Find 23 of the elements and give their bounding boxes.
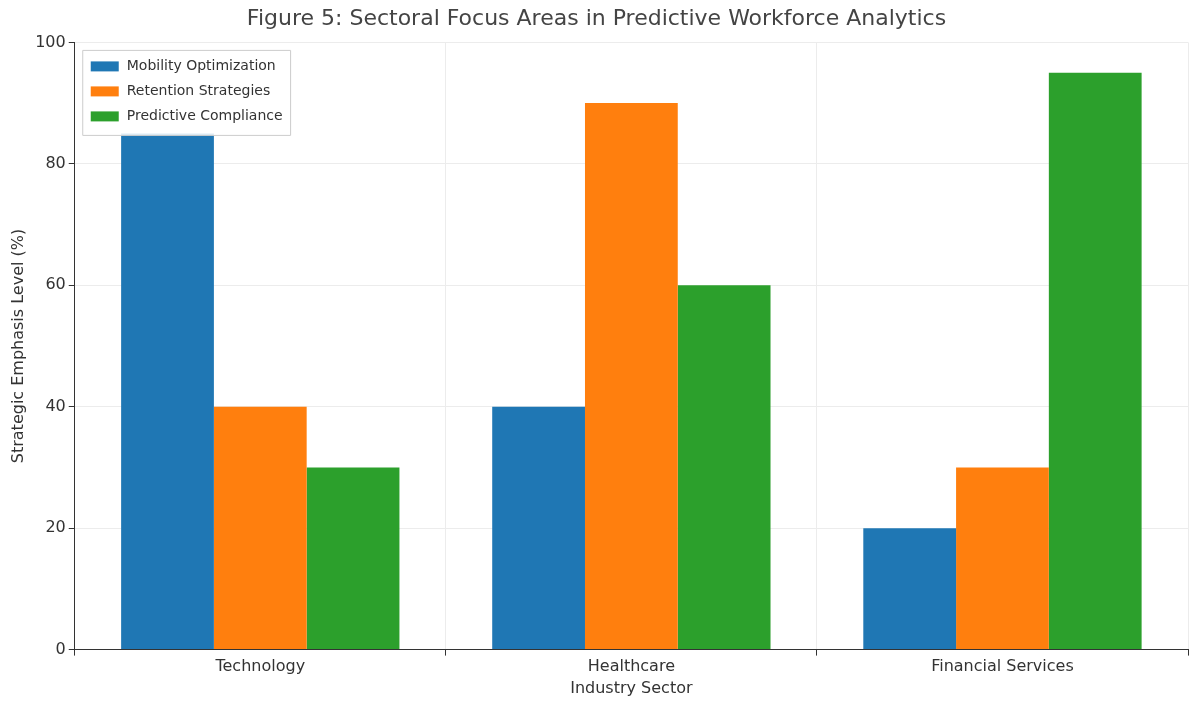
- bar: [213, 406, 307, 650]
- chart-title: Figure 5: Sectoral Focus Areas in Predictive Workforce Analytics: [246, 4, 947, 30]
- y-axis-title: Strategic Emphasis Level (%): [7, 228, 27, 464]
- legend-label: Predictive Compliance: [126, 107, 283, 124]
- y-tick-label: 80: [45, 153, 66, 172]
- y-tick-label: 60: [45, 274, 66, 294]
- x-tick-label: Technology: [214, 656, 306, 676]
- y-tick-label: 100: [35, 31, 66, 51]
- bar: [956, 467, 1049, 650]
- x-axis-title: Industry Sector: [570, 677, 693, 697]
- bar: [1048, 72, 1142, 650]
- bar: [492, 406, 585, 650]
- y-tick-label: 40: [45, 395, 66, 415]
- bar: [863, 528, 957, 650]
- y-tick-label: 0: [55, 638, 66, 658]
- bar: [677, 285, 771, 650]
- bar: [584, 103, 678, 650]
- x-tick-label: Financial Services: [931, 656, 1074, 676]
- legend-label: Mobility Optimization: [126, 57, 276, 74]
- y-tick-label: 20: [45, 517, 66, 537]
- x-tick-label: Healthcare: [587, 656, 675, 676]
- bar: [306, 467, 400, 650]
- legend-label: Retention Strategies: [126, 82, 271, 99]
